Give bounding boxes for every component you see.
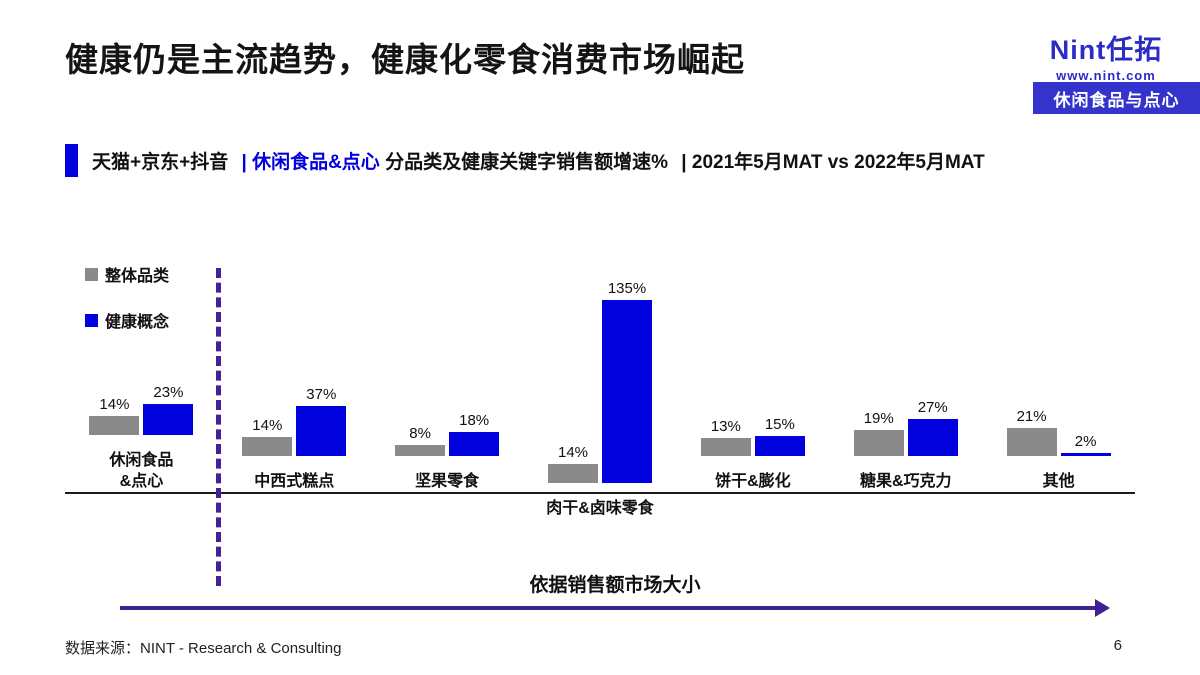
brand-logo: Nint任拓 www.nint.com <box>1030 28 1182 83</box>
bar <box>1006 428 1057 457</box>
value-label: 14% <box>557 444 589 461</box>
category-label: 饼干&膨化 <box>715 473 791 491</box>
bar-column: 2% <box>1060 433 1111 457</box>
subtitle-period: | 2021年5月MAT vs 2022年5月MAT <box>681 152 985 173</box>
bar-group: 14% 37% 中西式糕点 <box>218 280 371 493</box>
bar <box>143 404 194 436</box>
bar <box>853 430 904 457</box>
bar-column: 8% <box>395 425 446 457</box>
bar-group: 13% 15% 饼干&膨化 <box>676 280 829 493</box>
legend-item-overall: 整体品类 <box>85 262 169 286</box>
bar-column: 13% <box>700 418 751 457</box>
legend-item-health: 健康概念 <box>85 308 169 332</box>
bar <box>242 437 293 457</box>
chart-subtitle: 天猫+京东+抖音 | 休闲食品&点心 分品类及健康关键字销售额增速% | 202… <box>65 144 985 177</box>
value-label: 19% <box>863 410 894 428</box>
brand-logo-text: Nint任拓 <box>1049 35 1163 65</box>
chart-legend: 整体品类 健康概念 <box>85 262 169 354</box>
bar-group: 21% 2% 其他 <box>982 280 1135 493</box>
bar-column: 135% <box>602 280 652 483</box>
bar <box>296 406 347 457</box>
value-label: 23% <box>153 384 184 402</box>
subtitle-platforms: 天猫+京东+抖音 <box>92 152 229 173</box>
value-label: 13% <box>710 418 741 436</box>
page-number: 6 <box>1113 637 1122 654</box>
bar <box>602 300 652 483</box>
category-separator-line <box>216 268 221 586</box>
bar <box>395 445 446 457</box>
market-size-arrow-label: 依据销售额市场大小 <box>529 575 701 596</box>
value-label: 37% <box>306 386 337 404</box>
bar <box>1060 453 1111 457</box>
category-label: 坚果零食 <box>415 473 480 491</box>
legend-label-overall: 整体品类 <box>105 268 170 285</box>
page-title: 健康仍是主流趋势，健康化零食消费市场崛起 <box>65 41 745 78</box>
bar-group: 14% 23% 休闲食品 &点心 <box>65 280 218 493</box>
subtitle-text: 天猫+京东+抖音 | 休闲食品&点心 分品类及健康关键字销售额增速% | 202… <box>92 147 985 174</box>
bar-column: 27% <box>907 399 958 457</box>
bar <box>754 436 805 457</box>
bar-pair: 14% 23% <box>89 280 194 436</box>
bar-pair: 8% 18% <box>395 280 500 457</box>
data-source: 数据来源：NINT - Research & Consulting <box>65 640 342 657</box>
bar-column: 15% <box>754 416 805 457</box>
value-label: 15% <box>764 416 795 434</box>
market-size-arrow: 依据销售额市场大小 <box>120 570 1110 617</box>
bar-column: 18% <box>449 412 500 457</box>
legend-swatch-health <box>85 313 98 327</box>
value-label: 14% <box>99 396 130 414</box>
bar-column: 21% <box>1006 408 1057 457</box>
value-label: 21% <box>1016 408 1047 426</box>
category-label: 中西式糕点 <box>254 473 335 491</box>
legend-swatch-overall <box>85 267 98 281</box>
bar-pair: 14% 135% <box>548 280 652 483</box>
category-label: 肉干&卤味零食 <box>546 500 654 517</box>
subtitle-metric: 分品类及健康关键字销售额增速% <box>385 152 668 173</box>
bar <box>700 438 751 457</box>
value-label: 18% <box>459 412 490 430</box>
bar <box>548 464 598 483</box>
bar-column: 23% <box>143 384 194 436</box>
value-label: 14% <box>252 417 283 435</box>
bar-column: 14% <box>242 417 293 457</box>
bar-pair: 19% 27% <box>853 280 958 457</box>
bar-column: 14% <box>89 396 140 436</box>
bar-column: 14% <box>548 444 598 483</box>
category-label: 其他 <box>1042 473 1075 491</box>
category-badge: 休闲食品与点心 <box>1033 82 1200 114</box>
value-label: 2% <box>1074 433 1097 451</box>
category-label: 糖果&巧克力 <box>859 473 952 491</box>
brand-logo-url: www.nint.com <box>1056 68 1156 83</box>
bar-group: 14% 135% 肉干&卤味零食 <box>524 280 677 517</box>
x-axis-line <box>65 492 1135 494</box>
value-label: 8% <box>409 425 431 443</box>
bar-chart: 14% 23% 休闲食品 &点心 14% 37% 中西式糕点 8% 18% 坚果零食 14% 135… <box>65 280 1135 517</box>
bar-pair: 13% 15% <box>700 280 805 457</box>
category-label: 休闲食品 &点心 <box>109 452 174 491</box>
value-label: 135% <box>607 280 647 297</box>
bar-column: 19% <box>853 410 904 457</box>
legend-label-health: 健康概念 <box>105 314 170 331</box>
subtitle-accent-bar <box>65 144 78 177</box>
bar-column: 37% <box>296 386 347 457</box>
bar <box>89 416 140 436</box>
bar <box>907 419 958 457</box>
bar-group: 19% 27% 糖果&巧克力 <box>829 280 982 493</box>
subtitle-category: | 休闲食品&点心 <box>241 152 380 173</box>
market-size-arrow-line <box>120 599 1110 617</box>
bar-group: 8% 18% 坚果零食 <box>371 280 524 493</box>
bar-pair: 14% 37% <box>242 280 347 457</box>
value-label: 27% <box>917 399 948 417</box>
bar <box>449 432 500 457</box>
bar-pair: 21% 2% <box>1006 280 1111 457</box>
